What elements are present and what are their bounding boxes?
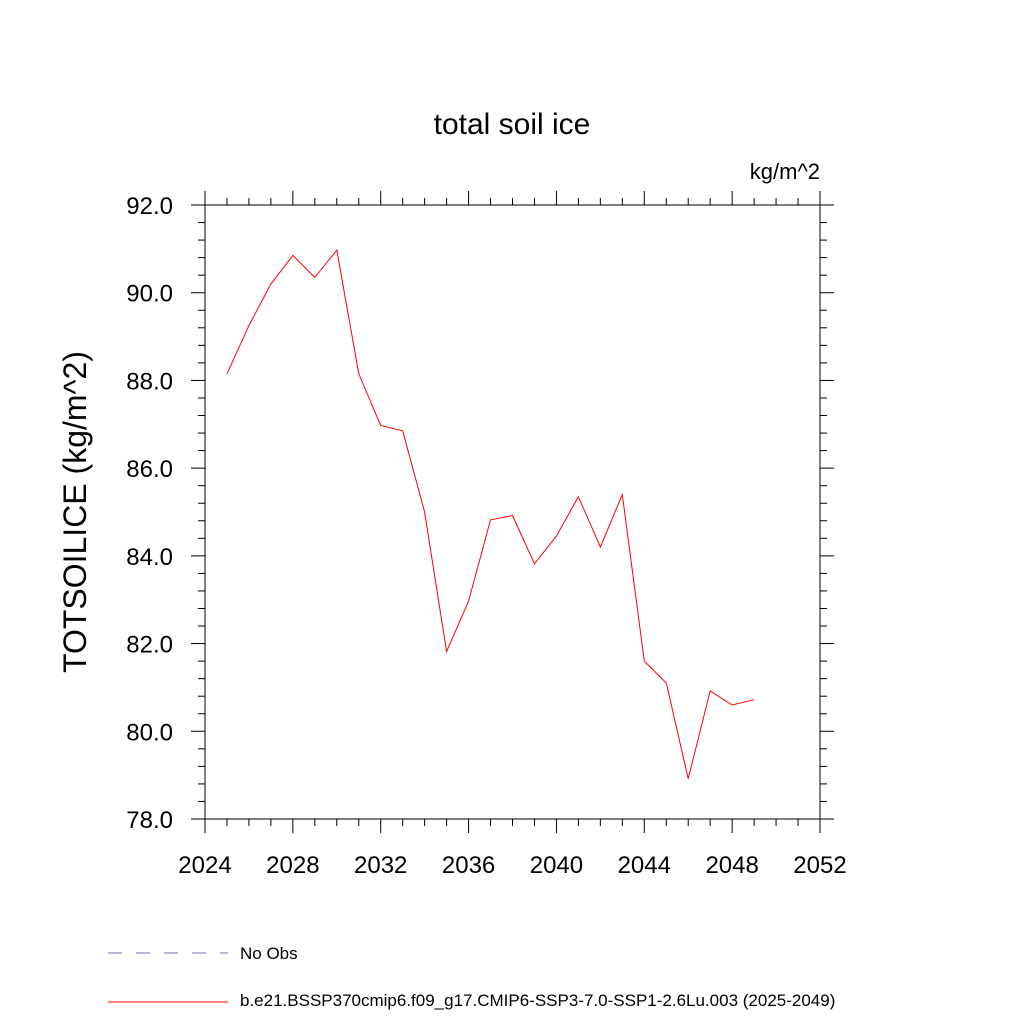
chart-title: total soil ice bbox=[434, 108, 591, 141]
y-tick-label: 78.0 bbox=[126, 807, 173, 834]
x-tick-label: 2032 bbox=[354, 852, 407, 879]
legend-label-model-run: b.e21.BSSP370cmip6.f09_g17.CMIP6-SSP3-7.… bbox=[240, 991, 835, 1010]
legend: No Obs b.e21.BSSP370cmip6.f09_g17.CMIP6-… bbox=[108, 944, 835, 1010]
x-tick-label: 2040 bbox=[530, 852, 583, 879]
x-tick-label: 2052 bbox=[793, 852, 846, 879]
y-tick-label: 92.0 bbox=[126, 193, 173, 220]
x-tick-label: 2036 bbox=[442, 852, 495, 879]
axis-tick-labels: 2024 2028 2032 2036 2040 2044 2048 2052 78.0 80.0… bbox=[126, 193, 846, 879]
x-tick-label: 2044 bbox=[618, 852, 671, 879]
plot-frame bbox=[204, 204, 821, 820]
x-tick-label: 2028 bbox=[266, 852, 319, 879]
x-tick-label: 2048 bbox=[705, 852, 758, 879]
y-tick-label: 80.0 bbox=[126, 719, 173, 746]
axis-ticks bbox=[191, 191, 834, 833]
x-tick-label: 2024 bbox=[178, 852, 231, 879]
y-tick-label: 84.0 bbox=[126, 544, 173, 571]
y-tick-label: 82.0 bbox=[126, 632, 173, 659]
units-label: kg/m^2 bbox=[750, 159, 820, 184]
series-group bbox=[226, 249, 755, 779]
y-axis-label: TOTSOILICE (kg/m^2) bbox=[57, 351, 93, 673]
legend-label-no-obs: No Obs bbox=[240, 944, 298, 963]
series-line bbox=[226, 249, 755, 779]
y-tick-label: 88.0 bbox=[126, 368, 173, 395]
y-tick-label: 86.0 bbox=[126, 456, 173, 483]
y-tick-label: 90.0 bbox=[126, 281, 173, 308]
